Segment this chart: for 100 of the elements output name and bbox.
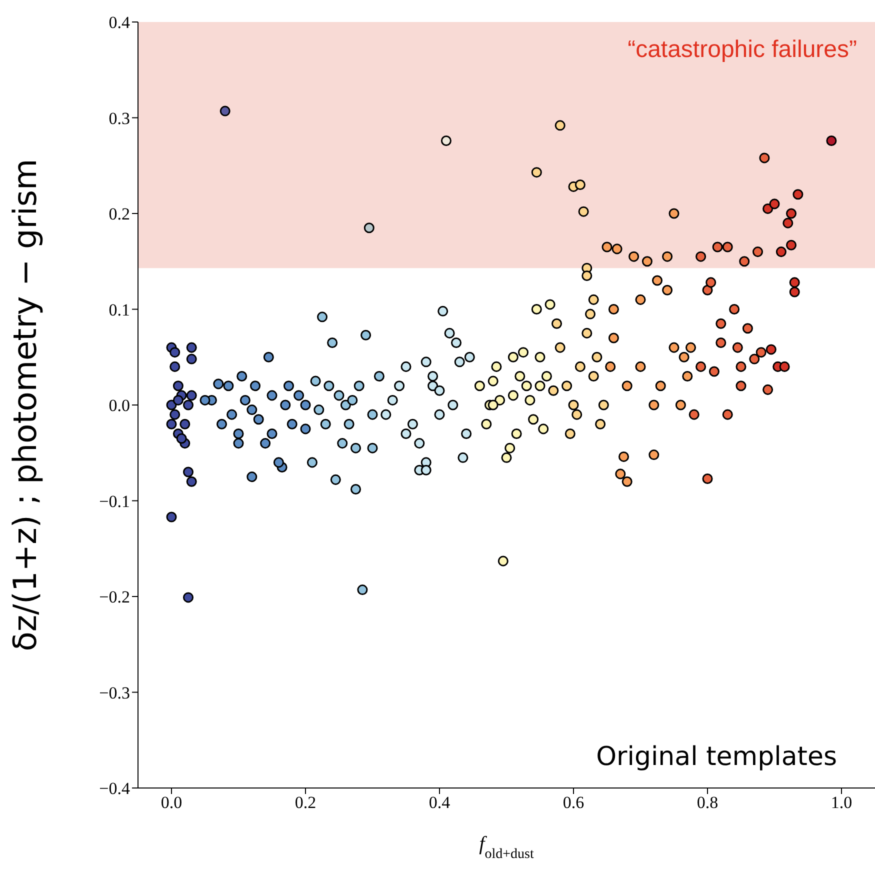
point xyxy=(708,366,720,377)
point xyxy=(688,409,700,420)
point xyxy=(749,354,760,364)
point xyxy=(668,208,680,219)
point xyxy=(592,352,602,362)
point xyxy=(364,222,374,234)
point xyxy=(642,256,652,267)
point xyxy=(182,400,194,410)
point xyxy=(696,361,706,372)
point xyxy=(216,418,228,430)
point xyxy=(294,390,304,401)
point xyxy=(588,294,599,305)
point xyxy=(622,476,632,487)
point xyxy=(488,400,498,410)
point xyxy=(250,380,261,392)
point xyxy=(200,394,210,406)
point xyxy=(678,352,690,362)
point xyxy=(354,380,364,392)
point xyxy=(752,246,764,258)
point xyxy=(534,352,546,362)
point xyxy=(762,384,774,395)
point xyxy=(182,592,194,603)
point xyxy=(736,361,746,372)
point xyxy=(263,352,274,362)
point xyxy=(528,414,539,425)
point xyxy=(494,394,506,406)
point xyxy=(574,361,586,372)
point xyxy=(166,512,177,522)
point xyxy=(716,318,726,329)
y-tick-label: 0.0 xyxy=(108,396,130,416)
point xyxy=(474,380,485,392)
point xyxy=(514,371,526,382)
point xyxy=(531,304,542,315)
point xyxy=(712,242,723,252)
point xyxy=(722,409,733,420)
point xyxy=(736,380,746,392)
point xyxy=(508,390,518,401)
point xyxy=(186,342,197,353)
point xyxy=(461,428,472,439)
y-tick-label: −0.2 xyxy=(99,588,130,607)
point xyxy=(786,240,797,250)
point xyxy=(253,414,264,425)
point xyxy=(544,299,556,310)
point xyxy=(166,418,177,430)
point xyxy=(518,347,529,358)
point xyxy=(675,400,686,410)
point xyxy=(541,371,552,382)
point xyxy=(826,135,837,146)
point xyxy=(450,338,462,348)
point xyxy=(387,394,398,406)
point xyxy=(554,342,566,353)
point xyxy=(662,284,673,296)
point xyxy=(330,474,341,485)
point xyxy=(716,338,726,348)
point xyxy=(220,106,230,116)
point xyxy=(300,400,311,410)
point xyxy=(534,380,546,392)
point xyxy=(628,251,640,262)
point xyxy=(582,328,592,338)
point xyxy=(548,385,559,396)
point xyxy=(792,189,804,200)
point xyxy=(438,306,448,316)
point xyxy=(320,418,331,430)
point xyxy=(511,428,522,439)
point xyxy=(172,380,184,392)
point xyxy=(615,468,626,480)
point xyxy=(186,476,197,487)
y-tick-label: −0.3 xyxy=(99,683,130,702)
point xyxy=(260,438,271,449)
point xyxy=(306,457,318,468)
point xyxy=(584,308,596,320)
point xyxy=(652,275,663,286)
annotation: Original templates xyxy=(596,742,837,772)
x-tick-label: 0.4 xyxy=(428,793,451,812)
point xyxy=(428,371,438,382)
point xyxy=(454,356,465,368)
point xyxy=(648,450,660,460)
point xyxy=(682,371,693,382)
point xyxy=(524,394,536,406)
point xyxy=(685,342,696,353)
point xyxy=(367,409,378,420)
point xyxy=(324,380,334,392)
point xyxy=(407,418,418,430)
point xyxy=(350,484,362,495)
point xyxy=(240,394,250,406)
point xyxy=(562,380,572,392)
point xyxy=(618,451,630,462)
point xyxy=(608,304,619,315)
point xyxy=(273,457,284,468)
point xyxy=(608,332,619,344)
point xyxy=(314,404,324,416)
point xyxy=(236,371,248,382)
x-tick-label: 0.8 xyxy=(696,793,718,812)
point xyxy=(458,452,468,463)
point xyxy=(440,135,452,146)
y-tick-label: 0.4 xyxy=(108,13,130,32)
x-tick-label: 0.2 xyxy=(294,793,316,812)
point xyxy=(327,338,338,348)
point xyxy=(180,418,190,430)
point xyxy=(420,356,432,368)
